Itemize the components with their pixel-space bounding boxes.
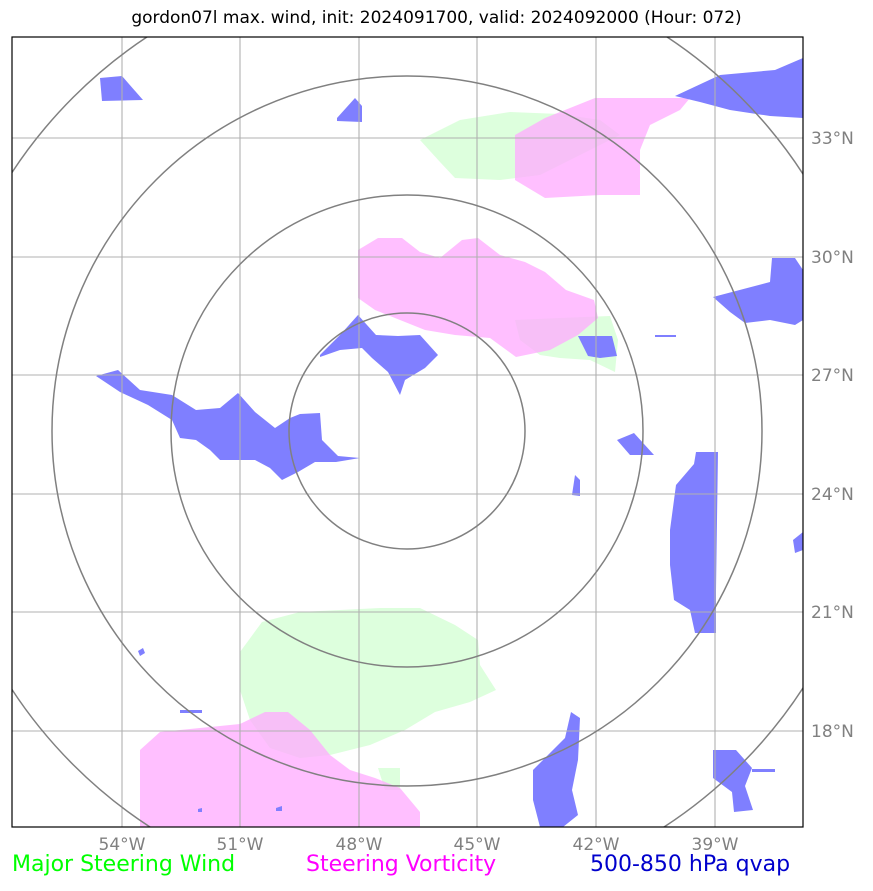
- qvap-area-12: [533, 712, 580, 827]
- qvap-area-19: [198, 808, 202, 812]
- qvap-area-15: [180, 710, 202, 713]
- legend-qvap: 500-850 hPa qvap: [590, 852, 791, 877]
- qvap-area-13: [713, 750, 753, 812]
- lat-tick-label: 30°N: [811, 248, 854, 268]
- lon-tick-label: 45°W: [454, 835, 501, 855]
- lat-tick-label: 21°N: [811, 603, 854, 623]
- lon-tick-label: 54°W: [99, 835, 146, 855]
- qvap-area-3: [675, 58, 803, 118]
- qvap-area-16: [138, 648, 145, 656]
- lon-tick-label: 51°W: [217, 835, 264, 855]
- qvap-area-4: [713, 258, 803, 325]
- range-ring-1: [288, 312, 526, 550]
- qvap-area-6: [578, 336, 617, 358]
- vorticity-area-northeast: [515, 98, 690, 198]
- steering-vorticity-areas: [140, 98, 690, 827]
- lat-tick-label: 24°N: [811, 485, 854, 505]
- lat-tick-label: 33°N: [811, 129, 854, 149]
- map-title: gordon07l max. wind, init: 2024091700, v…: [131, 8, 742, 28]
- legend-steering-vorticity: Steering Vorticity: [306, 852, 497, 877]
- lat-tick-label: 27°N: [811, 366, 854, 386]
- map-frame: [11, 36, 804, 828]
- qvap-area-9: [572, 475, 580, 496]
- qvap-area-11: [793, 532, 803, 553]
- vorticity-area-south: [140, 712, 420, 827]
- lon-tick-label: 39°W: [692, 835, 739, 855]
- qvap-area-18: [276, 806, 282, 811]
- range-ring-2: [170, 194, 644, 668]
- steering-wind-area-south: [240, 608, 496, 758]
- qvap-area-7: [96, 370, 360, 480]
- lon-tick-label: 48°W: [336, 835, 383, 855]
- graticule: [12, 37, 803, 827]
- qvap-area-2: [337, 98, 362, 122]
- lon-tick-label: 42°W: [573, 835, 620, 855]
- longitude-tick-labels: 54°W 51°W 48°W 45°W 42°W 39°W: [99, 835, 739, 855]
- qvap-area-14: [752, 769, 775, 772]
- qvap-area-10: [670, 452, 718, 633]
- range-ring-3: [51, 75, 763, 787]
- latitude-tick-labels: 33°N 30°N 27°N 24°N 21°N 18°N: [811, 129, 854, 742]
- qvap-area-17: [655, 335, 676, 337]
- legend-major-steering-wind: Major Steering Wind: [12, 852, 236, 877]
- qvap-area-8: [617, 433, 654, 455]
- vorticity-area-center: [358, 238, 598, 357]
- lat-tick-label: 18°N: [811, 722, 854, 742]
